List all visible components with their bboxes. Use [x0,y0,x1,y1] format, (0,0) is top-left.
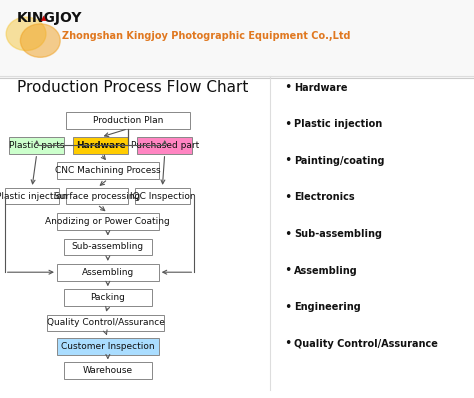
FancyBboxPatch shape [57,162,159,179]
FancyBboxPatch shape [66,112,190,129]
FancyBboxPatch shape [9,137,64,154]
Text: Warehouse: Warehouse [83,366,133,375]
FancyBboxPatch shape [137,137,192,154]
Text: IQC Inspection: IQC Inspection [129,192,195,201]
Text: Quality Control/Assurance: Quality Control/Assurance [46,318,164,328]
Text: Surface processing: Surface processing [54,192,140,201]
FancyBboxPatch shape [64,362,152,379]
FancyBboxPatch shape [64,289,152,306]
FancyBboxPatch shape [5,188,59,205]
FancyBboxPatch shape [57,338,159,355]
Text: Anodizing or Power Coating: Anodizing or Power Coating [46,217,170,226]
FancyBboxPatch shape [57,213,159,230]
Text: •: • [284,301,292,314]
Text: Plastic injection: Plastic injection [294,119,382,129]
FancyBboxPatch shape [0,0,474,78]
Circle shape [20,24,60,57]
Text: Assembling: Assembling [294,265,357,276]
Text: Hardware: Hardware [294,82,347,93]
Text: Production Process Flow Chart: Production Process Flow Chart [17,80,248,95]
Text: Customer Inspection: Customer Inspection [61,342,155,351]
Text: •: • [284,228,292,240]
Text: Assembling: Assembling [82,268,134,277]
Text: Hardware: Hardware [76,141,126,150]
Text: Plastic injection: Plastic injection [0,192,68,201]
Text: Plastic parts: Plastic parts [9,141,64,150]
Text: •: • [284,264,292,277]
FancyBboxPatch shape [73,137,128,154]
Text: Purchased part: Purchased part [131,141,199,150]
FancyBboxPatch shape [47,314,164,331]
Text: KINGJOY: KINGJOY [17,11,82,25]
Text: CNC Machining Process: CNC Machining Process [55,166,161,175]
Text: Production Plan: Production Plan [93,116,163,125]
FancyBboxPatch shape [135,188,190,205]
Text: ▲: ▲ [41,15,46,21]
Text: •: • [284,118,292,131]
FancyBboxPatch shape [64,238,152,255]
Text: Sub-assembling: Sub-assembling [294,229,382,239]
Text: Quality Control/Assurance: Quality Control/Assurance [294,339,438,349]
Text: Painting/coating: Painting/coating [294,156,384,166]
FancyBboxPatch shape [57,264,159,281]
Text: Electronics: Electronics [294,192,355,203]
Text: •: • [284,81,292,94]
Text: Packing: Packing [91,293,125,302]
FancyBboxPatch shape [66,188,128,205]
Text: •: • [284,191,292,204]
Text: •: • [284,338,292,350]
Text: Sub-assembling: Sub-assembling [72,242,144,252]
Circle shape [6,17,46,51]
Text: Engineering: Engineering [294,302,361,312]
Text: Zhongshan Kingjoy Photographic Equipment Co.,Ltd: Zhongshan Kingjoy Photographic Equipment… [62,31,350,41]
Text: •: • [284,154,292,167]
